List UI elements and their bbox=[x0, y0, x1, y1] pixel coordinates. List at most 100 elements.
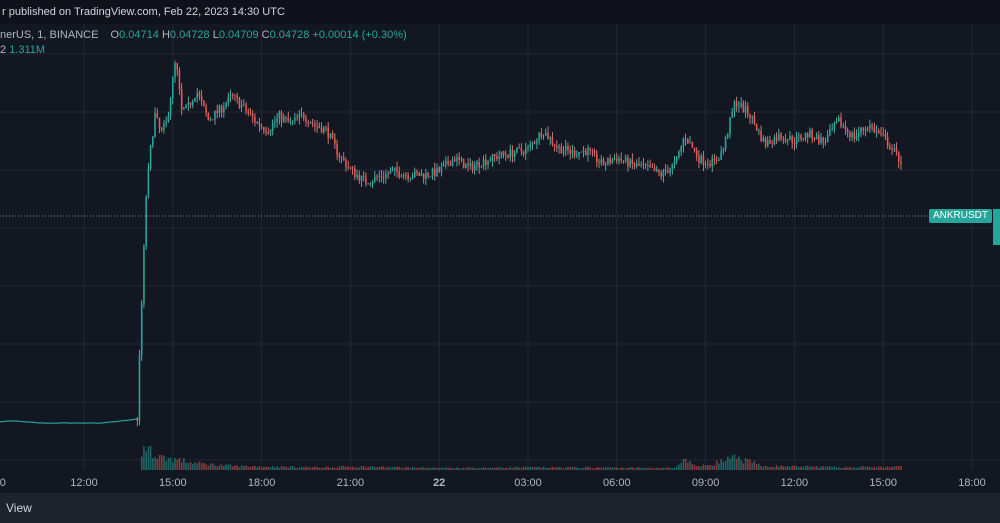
volume-bar bbox=[840, 467, 842, 470]
volume-bar bbox=[518, 467, 520, 470]
x-tick-label: 15:00 bbox=[159, 477, 187, 489]
candle-body bbox=[207, 113, 210, 121]
volume-bar bbox=[795, 466, 798, 470]
volume-bar bbox=[229, 464, 232, 470]
candle-body bbox=[738, 106, 740, 107]
candle-body bbox=[846, 129, 849, 133]
candle-body bbox=[351, 168, 354, 169]
candle-body bbox=[267, 133, 270, 134]
volume-bar bbox=[329, 467, 332, 470]
price-line-segment bbox=[35, 421, 38, 424]
volume-bar bbox=[691, 463, 694, 470]
candle-body bbox=[280, 112, 283, 122]
candle-body bbox=[158, 117, 161, 128]
candle-body bbox=[764, 138, 767, 147]
candle-body bbox=[362, 175, 365, 177]
volume-bar bbox=[280, 465, 283, 470]
candle-body bbox=[740, 102, 742, 107]
candle-body bbox=[402, 174, 405, 177]
candle-body bbox=[218, 105, 221, 114]
candle-body bbox=[305, 118, 307, 122]
candle-body bbox=[771, 143, 773, 145]
candle-body bbox=[802, 138, 805, 140]
candle-body bbox=[493, 154, 496, 157]
volume-bar bbox=[267, 466, 270, 470]
volume-bar bbox=[183, 458, 185, 470]
candle-body bbox=[160, 127, 163, 130]
candle-body bbox=[500, 151, 503, 157]
volume-bar bbox=[849, 467, 851, 470]
candle-body bbox=[897, 151, 900, 162]
volume-bar bbox=[844, 466, 847, 470]
volume-bar bbox=[265, 466, 267, 470]
volume-bar bbox=[753, 460, 756, 470]
candle-body bbox=[245, 104, 247, 111]
volume-bar bbox=[278, 467, 281, 470]
candle-body bbox=[300, 113, 303, 115]
volume-bar bbox=[806, 465, 809, 470]
volume-bar bbox=[549, 467, 551, 470]
volume-bar bbox=[820, 466, 822, 470]
candle-body bbox=[487, 161, 489, 165]
volume-bar bbox=[833, 466, 836, 470]
volume-bar bbox=[524, 466, 527, 470]
volume-bar bbox=[456, 467, 458, 470]
candle-body bbox=[842, 126, 845, 127]
volume-bar bbox=[800, 466, 802, 470]
candle-body bbox=[869, 125, 871, 129]
volume-bar bbox=[185, 462, 187, 470]
volume-bar bbox=[544, 467, 547, 470]
volume-bar bbox=[804, 465, 807, 470]
volume-bar bbox=[480, 467, 483, 470]
candle-body bbox=[147, 168, 150, 197]
price-chart[interactable]: 9:00 12:00 15:00 18:00 21:00 22 03:00 06:00 09:0… bbox=[0, 24, 1000, 493]
volume-bar bbox=[189, 461, 192, 470]
volume-bar bbox=[487, 468, 489, 470]
volume-bar bbox=[644, 467, 647, 470]
volume-bar bbox=[460, 468, 463, 470]
candle-body bbox=[866, 128, 869, 130]
volume-bar bbox=[191, 463, 194, 470]
candle-body bbox=[405, 174, 407, 176]
candle-body bbox=[611, 159, 614, 164]
volume-bar bbox=[897, 466, 900, 470]
candle-body bbox=[826, 135, 829, 143]
volume-bar bbox=[478, 468, 480, 470]
symbol-info[interactable]: nerUS, 1, BINANCE bbox=[0, 29, 99, 41]
candle-body bbox=[855, 135, 858, 139]
candle-body bbox=[385, 173, 387, 178]
candle-body bbox=[718, 159, 720, 161]
last-price-marker: ANKRUSDT bbox=[929, 209, 993, 223]
candle-body bbox=[571, 150, 574, 154]
volume-bar bbox=[760, 466, 762, 470]
candle-body bbox=[374, 176, 376, 182]
candle-body bbox=[152, 136, 154, 146]
candle-body bbox=[682, 139, 685, 147]
volume-bar bbox=[309, 467, 312, 470]
volume-bar bbox=[822, 466, 825, 470]
candle-body bbox=[302, 113, 305, 119]
candle-body bbox=[187, 102, 190, 105]
candle-body bbox=[447, 160, 449, 165]
volume-bar bbox=[675, 466, 678, 470]
volume-bar bbox=[735, 458, 738, 470]
volume-bar bbox=[884, 467, 887, 470]
candle-body bbox=[223, 107, 225, 113]
candle-body bbox=[505, 154, 507, 156]
candle-body bbox=[236, 95, 238, 99]
volume-bar bbox=[336, 467, 338, 470]
candle-body bbox=[798, 135, 800, 137]
volume-bar bbox=[658, 468, 660, 470]
volume-bar bbox=[254, 465, 256, 470]
candle-body bbox=[398, 171, 401, 177]
volume-bar bbox=[855, 467, 858, 470]
candle-body bbox=[378, 176, 381, 178]
volume-bar bbox=[755, 464, 758, 470]
candle-body bbox=[891, 149, 893, 151]
volume-bar bbox=[769, 467, 771, 470]
candle-body bbox=[782, 138, 785, 140]
volume-bar bbox=[322, 467, 325, 470]
volume-bar bbox=[893, 466, 896, 470]
candle-body bbox=[200, 96, 203, 102]
candle-body bbox=[311, 123, 314, 124]
